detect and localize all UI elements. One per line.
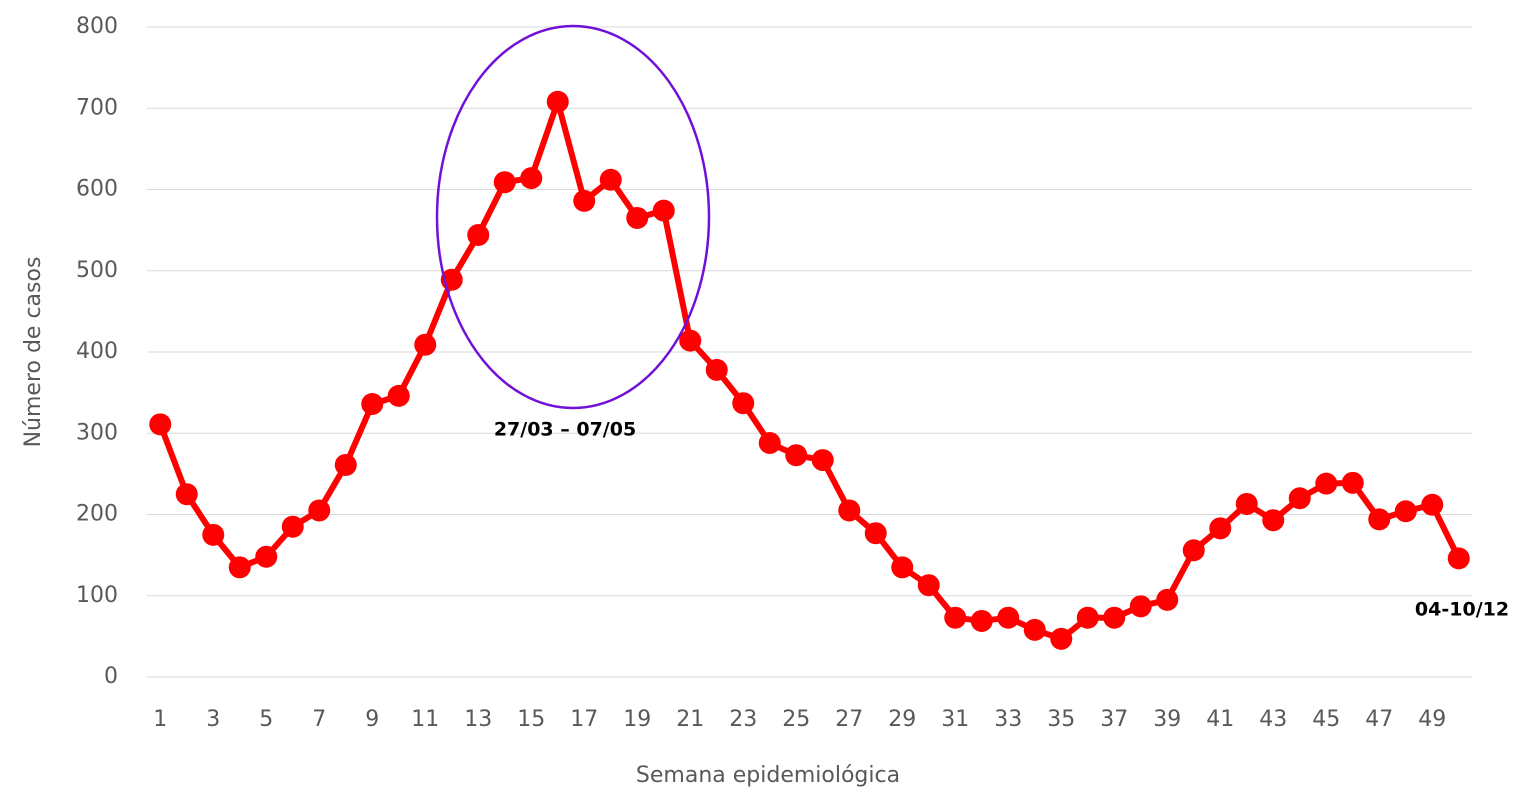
- data-point: [1288, 487, 1311, 510]
- data-point: [281, 515, 304, 538]
- data-point: [1315, 472, 1338, 495]
- data-point: [1050, 627, 1073, 650]
- x-tick-label: 35: [1047, 707, 1075, 732]
- y-axis-label: Número de casos: [21, 257, 46, 448]
- data-point: [1023, 618, 1046, 641]
- x-tick-label: 9: [365, 707, 379, 732]
- data-point: [626, 206, 649, 229]
- x-tick-label: 3: [206, 707, 220, 732]
- x-tick-label: 31: [941, 707, 969, 732]
- data-point: [520, 167, 543, 190]
- data-point: [493, 171, 516, 194]
- data-point: [997, 606, 1020, 629]
- data-point: [1182, 539, 1205, 562]
- data-point: [546, 90, 569, 113]
- data-point: [705, 358, 728, 381]
- y-tick-label: 200: [76, 502, 118, 527]
- data-point: [1156, 588, 1179, 611]
- x-tick-label: 39: [1153, 707, 1181, 732]
- data-point: [1103, 606, 1126, 629]
- y-tick-label: 800: [76, 14, 118, 39]
- data-point: [202, 523, 225, 546]
- x-tick-label: 19: [623, 707, 651, 732]
- data-point: [387, 384, 410, 407]
- data-point: [414, 333, 437, 356]
- data-point: [467, 224, 490, 246]
- data-point: [1394, 500, 1417, 523]
- x-tick-label: 1: [153, 707, 167, 732]
- x-tick-label: 47: [1365, 707, 1393, 732]
- y-tick-label: 700: [76, 95, 118, 120]
- data-point: [732, 392, 755, 415]
- data-point: [1421, 493, 1444, 516]
- y-tick-label: 500: [76, 258, 118, 283]
- x-tick-label: 45: [1312, 707, 1340, 732]
- annotation: 27/03 – 07/05: [494, 419, 636, 441]
- x-tick-label: 15: [517, 707, 545, 732]
- data-point: [334, 453, 357, 476]
- x-tick-label: 23: [729, 707, 757, 732]
- data-point: [1447, 547, 1470, 570]
- x-tick-label: 41: [1206, 707, 1234, 732]
- data-point: [811, 449, 834, 472]
- data-point: [679, 329, 702, 352]
- data-point: [970, 609, 993, 632]
- y-tick-label: 300: [76, 420, 118, 445]
- data-point: [1235, 492, 1258, 515]
- data-point: [149, 413, 172, 436]
- x-axis-label: Semana epidemiológica: [636, 763, 900, 788]
- data-point: [838, 499, 861, 522]
- data-point: [917, 574, 940, 597]
- data-point: [1341, 471, 1364, 494]
- data-point: [255, 545, 278, 568]
- x-tick-label: 5: [259, 707, 273, 732]
- data-point: [891, 556, 914, 579]
- data-point: [944, 606, 967, 629]
- x-tick-label: 27: [835, 707, 863, 732]
- data-point: [228, 556, 251, 579]
- y-tick-label: 100: [76, 583, 118, 608]
- x-tick-label: 37: [1100, 707, 1128, 732]
- data-point: [1262, 509, 1285, 532]
- data-point: [361, 393, 384, 415]
- x-tick-label: 49: [1418, 707, 1446, 732]
- x-tick-label: 29: [888, 707, 916, 732]
- data-point: [864, 522, 887, 545]
- x-tick-label: 21: [676, 707, 704, 732]
- data-point: [652, 199, 675, 222]
- data-point: [1368, 508, 1391, 531]
- y-tick-label: 600: [76, 177, 118, 202]
- data-point: [1129, 595, 1152, 618]
- data-point: [175, 483, 198, 506]
- data-point: [308, 499, 331, 522]
- x-tick-label: 11: [411, 707, 439, 732]
- series-line: [157, 98, 1462, 642]
- y-tick-label: 400: [76, 339, 118, 364]
- x-tick-label: 25: [782, 707, 810, 732]
- data-point: [785, 444, 808, 467]
- data-point: [758, 432, 781, 454]
- annotation: 04-10/12: [1415, 599, 1509, 621]
- data-point: [1209, 517, 1232, 540]
- x-tick-label: 13: [464, 707, 492, 732]
- y-tick-label: 0: [104, 664, 118, 689]
- x-tick-label: 7: [312, 707, 326, 732]
- x-tick-label: 43: [1259, 707, 1287, 732]
- x-tick-label: 33: [994, 707, 1022, 732]
- data-point: [599, 168, 622, 191]
- data-point: [573, 189, 596, 212]
- highlight-ellipse: [435, 24, 711, 410]
- x-tick-label: 17: [570, 707, 598, 732]
- data-point: [1076, 606, 1099, 629]
